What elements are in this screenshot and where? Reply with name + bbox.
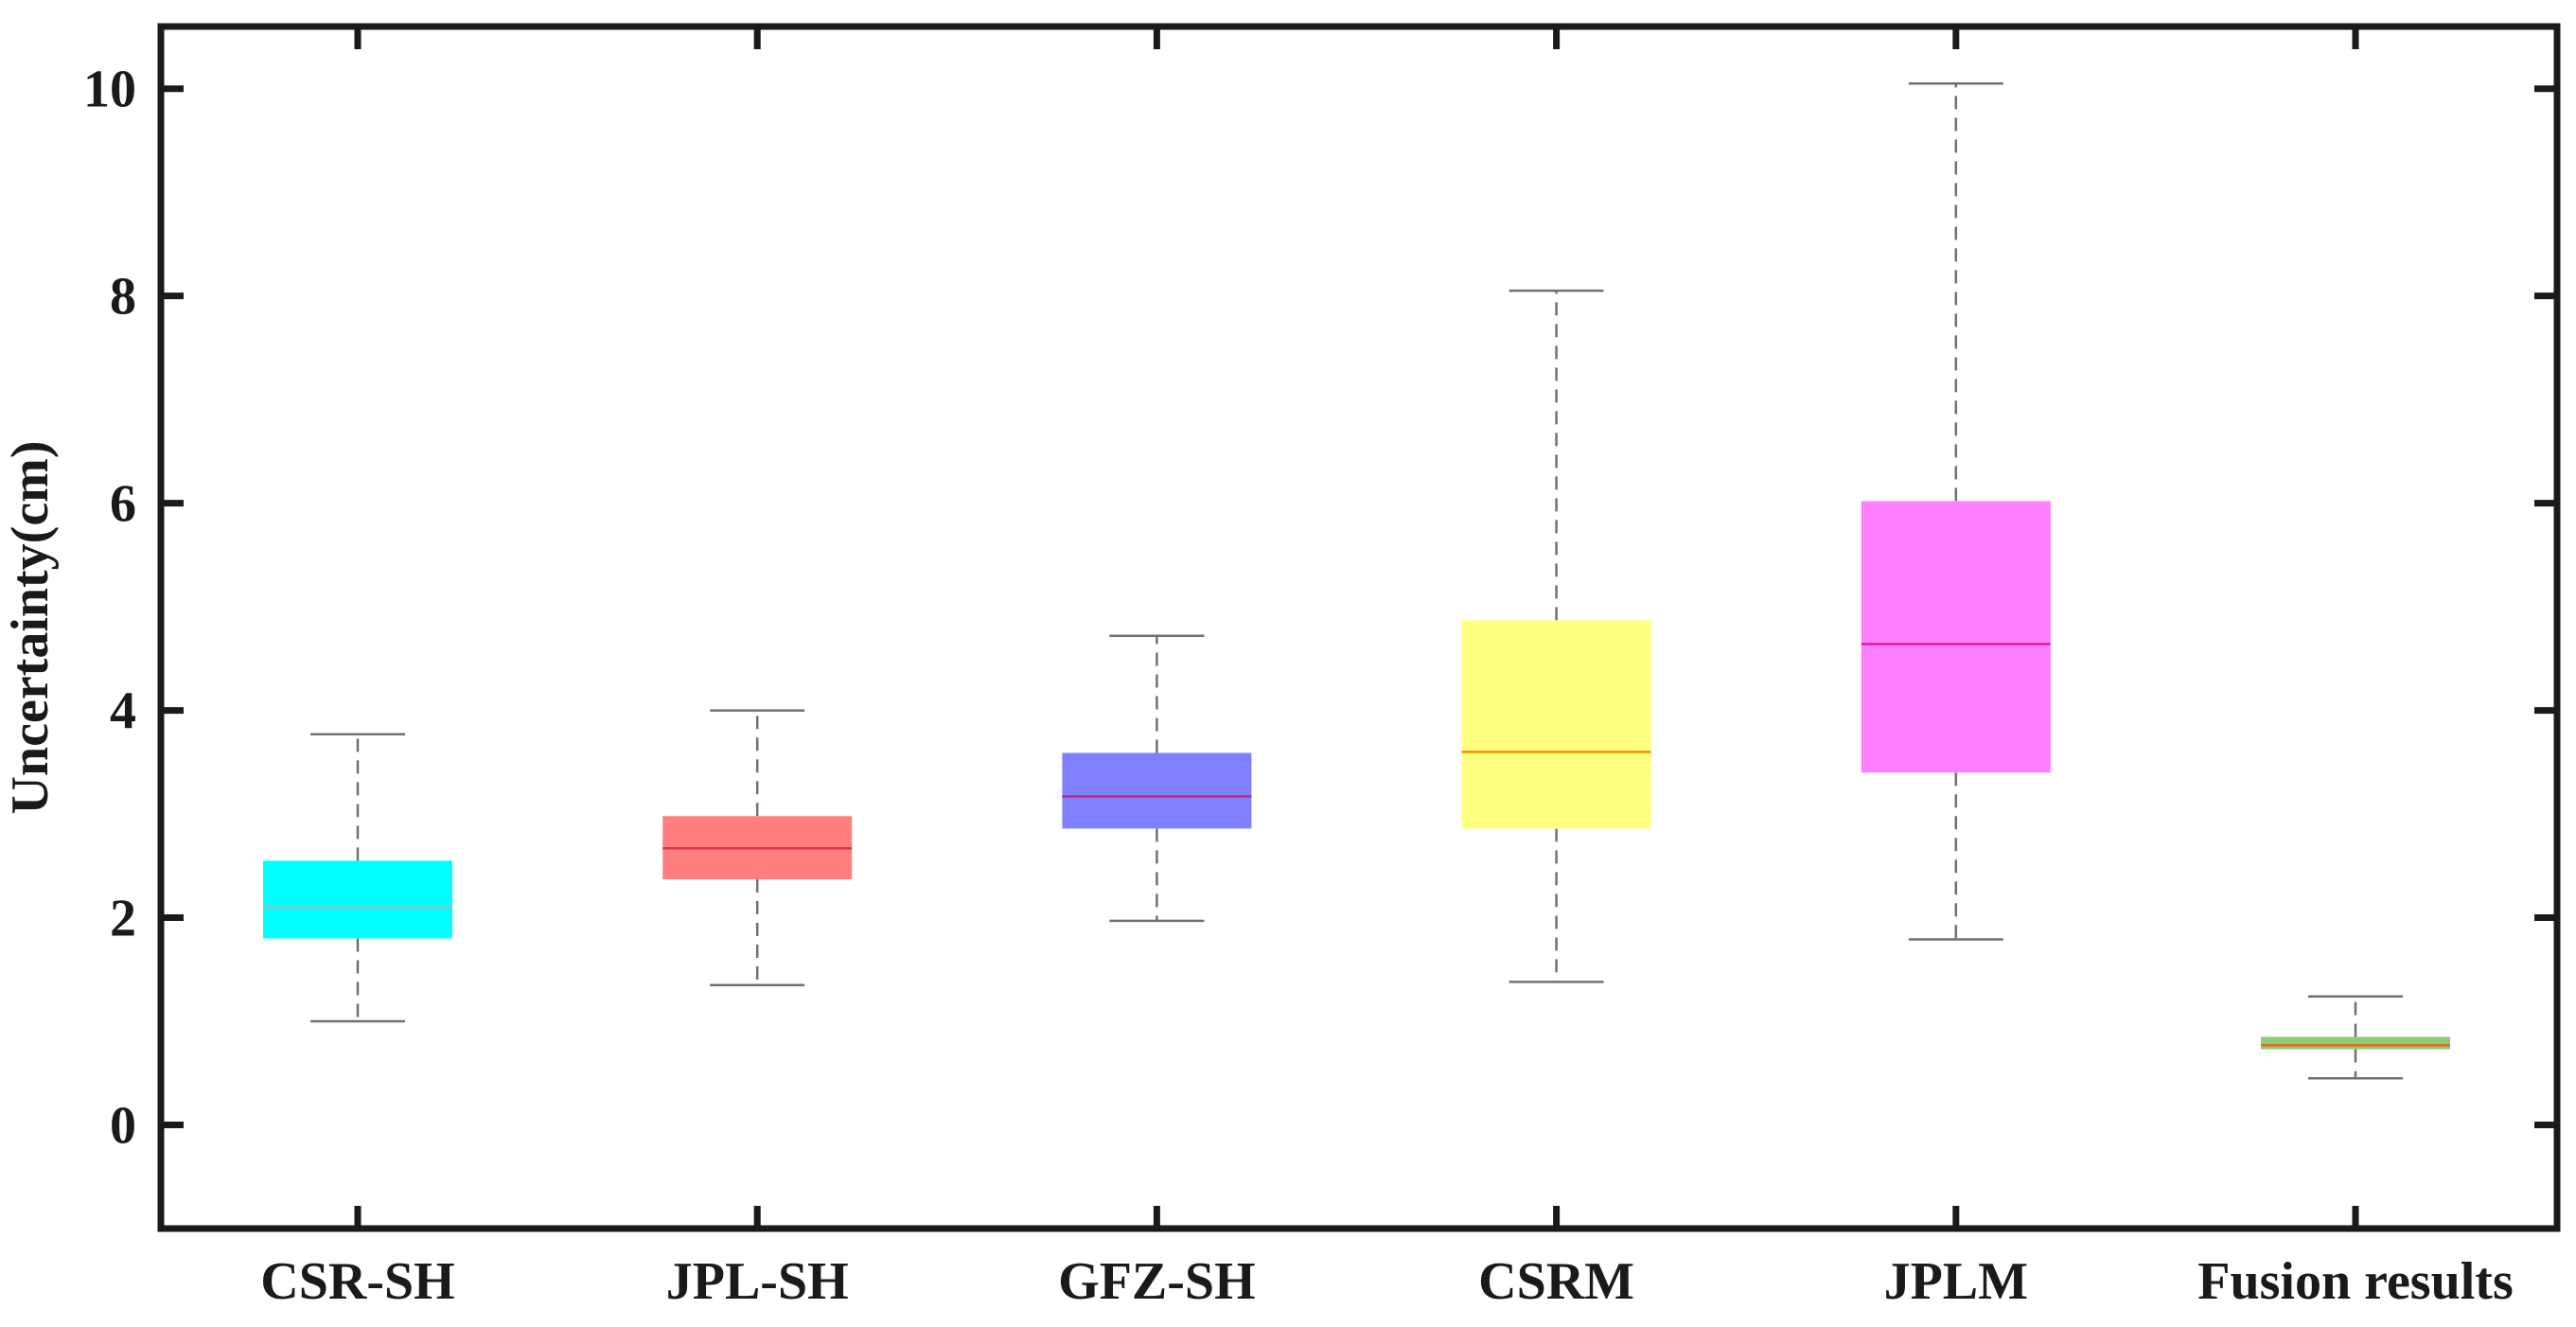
x-category-label: GFZ-SH — [1058, 1252, 1255, 1311]
x-category-label: CSR-SH — [260, 1252, 454, 1311]
box-body — [1461, 620, 1651, 829]
box-csrm — [1461, 289, 1651, 983]
box-fusion-results — [2261, 995, 2450, 1080]
x-category-label: JPLM — [1884, 1252, 2028, 1311]
x-category-label: JPL-SH — [666, 1252, 849, 1311]
box-jplm — [1861, 81, 2051, 941]
box-body — [2261, 1036, 2450, 1050]
y-tick-label: 0 — [110, 1097, 136, 1156]
box-gfz-sh — [1062, 634, 1252, 923]
x-category-label: Fusion results — [2197, 1252, 2513, 1311]
x-category-label: CSRM — [1478, 1252, 1634, 1311]
plot-marks — [263, 81, 2450, 1080]
y-tick-label: 8 — [110, 268, 136, 327]
y-axis-ticks: 0 2 4 6 8 10 — [83, 61, 2557, 1156]
box-body — [1062, 752, 1252, 829]
plot-frame — [157, 23, 2561, 1232]
x-axis-ticks: CSR-SH JPL-SH GFZ-SH CSRM JPLM Fusion results — [260, 27, 2514, 1311]
box-csr-sh — [263, 733, 452, 1023]
box-jpl-sh — [662, 709, 853, 986]
box-body — [1861, 501, 2051, 773]
y-axis-title: Uncertainty(cm) — [1, 441, 60, 815]
y-tick-label: 6 — [110, 475, 136, 534]
y-tick-label: 2 — [110, 890, 136, 948]
y-tick-label: 4 — [110, 682, 136, 741]
box-body — [263, 860, 452, 939]
y-tick-label: 10 — [83, 61, 136, 119]
